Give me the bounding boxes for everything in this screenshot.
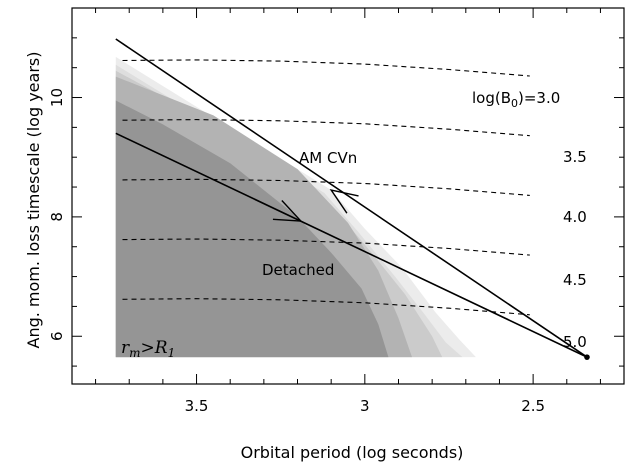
arrow-markers	[272, 188, 359, 222]
x-axis-label: Orbital period (log seconds)	[241, 443, 464, 462]
b0-level-4-0: 4.0	[563, 208, 587, 226]
b0-level-3-5: 3.5	[563, 148, 587, 166]
b0-prefix: log(B	[472, 89, 511, 107]
detached-label: Detached	[262, 261, 334, 279]
y-axis-label: Ang. mom. loss timescale (log years)	[24, 52, 43, 349]
x-tick-label: 2.5	[521, 397, 545, 415]
b0-level-4-5: 4.5	[563, 271, 587, 289]
plot-frame	[71, 7, 625, 385]
y-tick-label: 8	[48, 212, 66, 222]
b0-label: log(B0)=3.0	[472, 89, 560, 110]
dashed-curve-3	[122, 119, 530, 137]
dashed-curves	[122, 59, 530, 316]
b0-suffix: )=3.0	[518, 89, 560, 107]
end-point	[584, 354, 590, 360]
y-tick-label: 10	[48, 88, 66, 107]
rm-gt-r1-label: rm>R1	[121, 338, 175, 360]
solid-line-1	[115, 132, 588, 358]
rm-R-sub: 1	[168, 346, 176, 360]
rm-R: R	[154, 338, 168, 358]
shaded-region-5	[115, 100, 389, 358]
dashed-curve-6	[122, 298, 530, 316]
x-tick-label: 3.5	[185, 397, 209, 415]
y-tick-label: 6	[48, 331, 66, 341]
b0-sub: 0	[511, 97, 518, 110]
shaded-regions	[115, 56, 476, 358]
rm-sub: m	[129, 346, 140, 360]
b0-level-5-0: 5.0	[563, 333, 587, 351]
arrow-2	[272, 200, 303, 222]
am-cvn-label: AM CVn	[299, 149, 357, 167]
dashed-curve-2	[122, 59, 530, 77]
dashed-curve-5	[122, 238, 530, 256]
solid-lines	[115, 38, 590, 360]
rm-main: r	[121, 338, 130, 358]
dashed-curve-4	[122, 178, 530, 196]
arrow-1	[329, 188, 359, 214]
solid-line-0	[115, 38, 588, 358]
rm-gt: >	[141, 338, 155, 358]
axis-ticks	[72, 7, 624, 384]
x-tick-label: 3	[360, 397, 370, 415]
